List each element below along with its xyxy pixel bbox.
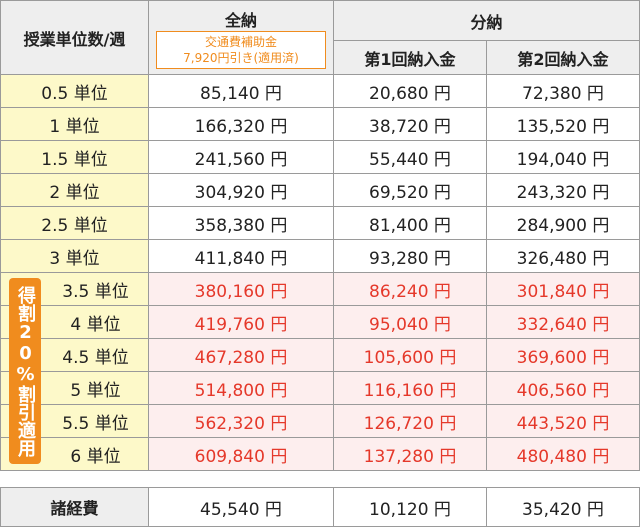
price-cell: 137,280 円 — [333, 437, 487, 471]
price-cell: 304,920 円 — [148, 173, 334, 207]
price-cell: 55,440 円 — [333, 140, 487, 174]
price-cell: 166,320 円 — [148, 107, 334, 141]
price-cell: 126,720 円 — [333, 404, 487, 438]
price-cell: 72,380 円 — [486, 74, 640, 108]
subsidy-note: 交通費補助金 7,920円引き(適用済) — [156, 31, 326, 69]
header-split: 分納 — [333, 0, 640, 41]
price-cell: 69,520 円 — [333, 173, 487, 207]
footer-label: 諸経費 — [0, 487, 149, 527]
price-cell: 406,560 円 — [486, 371, 640, 405]
price-cell: 93,280 円 — [333, 239, 487, 273]
footer-cell: 10,120 円 — [333, 487, 487, 527]
price-cell: 243,320 円 — [486, 173, 640, 207]
row-label: 2.5 単位 — [0, 206, 149, 240]
header-split-2: 第2回納入金 — [486, 40, 640, 75]
price-cell: 85,140 円 — [148, 74, 334, 108]
footer-cell: 45,540 円 — [148, 487, 334, 527]
price-cell: 419,760 円 — [148, 305, 334, 339]
header-hours: 授業単位数/週 — [0, 0, 149, 75]
discount-badge: 得割20%割引適用 — [9, 278, 41, 464]
price-cell: 467,280 円 — [148, 338, 334, 372]
row-label: 1.5 単位 — [0, 140, 149, 174]
price-cell: 86,240 円 — [333, 272, 487, 306]
price-cell: 105,600 円 — [333, 338, 487, 372]
price-cell: 332,640 円 — [486, 305, 640, 339]
price-cell: 369,600 円 — [486, 338, 640, 372]
price-cell: 95,040 円 — [333, 305, 487, 339]
price-cell: 241,560 円 — [148, 140, 334, 174]
price-cell: 194,040 円 — [486, 140, 640, 174]
price-cell: 443,520 円 — [486, 404, 640, 438]
price-cell: 135,520 円 — [486, 107, 640, 141]
price-cell: 301,840 円 — [486, 272, 640, 306]
price-cell: 20,680 円 — [333, 74, 487, 108]
price-cell: 358,380 円 — [148, 206, 334, 240]
row-label: 3 単位 — [0, 239, 149, 273]
price-cell: 284,900 円 — [486, 206, 640, 240]
price-cell: 38,720 円 — [333, 107, 487, 141]
row-label: 2 単位 — [0, 173, 149, 207]
price-cell: 514,800 円 — [148, 371, 334, 405]
row-label: 0.5 単位 — [0, 74, 149, 108]
price-cell: 411,840 円 — [148, 239, 334, 273]
price-cell: 81,400 円 — [333, 206, 487, 240]
row-label: 1 単位 — [0, 107, 149, 141]
header-full-text: 全納 — [224, 11, 257, 30]
price-cell: 480,480 円 — [486, 437, 640, 471]
price-cell: 562,320 円 — [148, 404, 334, 438]
price-cell: 380,160 円 — [148, 272, 334, 306]
footer-cell: 35,420 円 — [486, 487, 640, 527]
price-cell: 609,840 円 — [148, 437, 334, 471]
price-cell: 116,160 円 — [333, 371, 487, 405]
header-split-1: 第1回納入金 — [333, 40, 487, 75]
price-cell: 326,480 円 — [486, 239, 640, 273]
note-line: 7,920円引き(適用済) — [183, 51, 299, 65]
note-line: 交通費補助金 — [204, 35, 277, 49]
